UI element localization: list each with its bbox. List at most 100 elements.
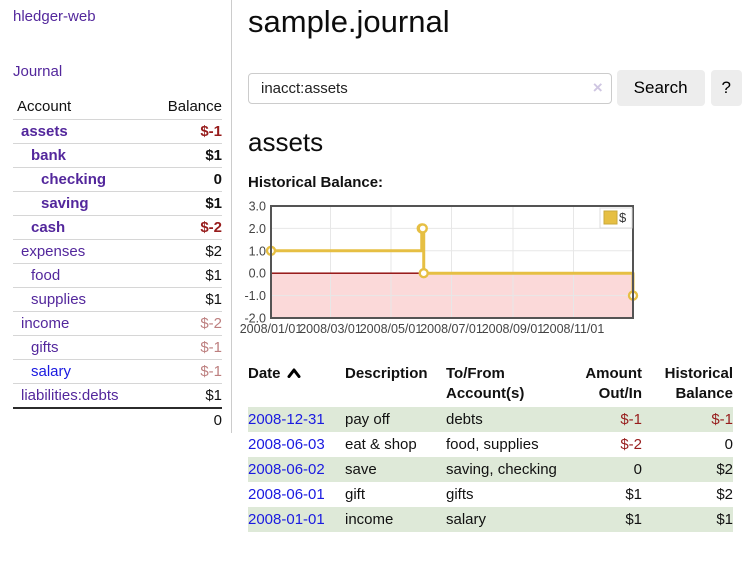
transaction-row: 2008-06-01 gift gifts $1 $2 <box>248 482 733 507</box>
x-tick-label: 2008/03/01 <box>299 322 362 336</box>
register-col-amount: Amount Out/In <box>558 364 642 407</box>
account-row: bank $1 <box>13 143 222 168</box>
transaction-date-link[interactable]: 2008-12-31 <box>248 411 325 428</box>
register-col-label: Date <box>248 365 281 382</box>
plot-border <box>270 205 634 319</box>
transaction-balance: 0 <box>724 436 733 453</box>
register-col-label-2: Account(s) <box>446 385 525 402</box>
y-tick-label: -2.0 <box>244 312 266 326</box>
account-row: expenses $2 <box>13 239 222 264</box>
search-input[interactable] <box>248 72 612 104</box>
register-col-historical: Historical Balance <box>642 364 733 407</box>
legend-swatch-icon <box>603 210 618 225</box>
account-link[interactable]: saving <box>41 195 89 212</box>
account-balance: $2 <box>147 239 222 264</box>
transaction-date-link[interactable]: 2008-06-03 <box>248 436 325 453</box>
transaction-balance: $2 <box>716 461 733 478</box>
app-title-link[interactable]: hledger-web <box>13 8 96 25</box>
transaction-accounts: saving, checking <box>446 461 557 478</box>
x-tick-label: 2008/01/01 <box>240 322 303 336</box>
transaction-amount: $1 <box>625 486 642 503</box>
chart-title: Historical Balance: <box>248 174 384 191</box>
account-balance: $1 <box>147 143 222 168</box>
legend-label: $ <box>619 210 627 225</box>
y-tick-label: -1.0 <box>244 289 266 303</box>
accounts-table: Account Balance assets $-1 bank $1 checking 0… <box>13 96 222 432</box>
account-balance: $1 <box>147 287 222 312</box>
transaction-date-link[interactable]: 2008-06-01 <box>248 486 325 503</box>
sidebar: hledger-web Journal Account Balance asse… <box>0 0 232 433</box>
account-link[interactable]: cash <box>31 219 66 236</box>
accounts-total-value: 0 <box>147 407 222 432</box>
account-link[interactable]: assets <box>21 123 68 140</box>
data-point[interactable] <box>418 267 429 279</box>
y-tick-label: 3.0 <box>249 200 266 214</box>
transaction-description: pay off <box>345 411 390 428</box>
historical-balance-chart[interactable]: $3.0 2.0 1.0 0.0 -1.0 -2.02008/01/012008/03/0… <box>240 200 742 338</box>
account-link[interactable]: food <box>31 267 61 284</box>
account-row: cash $-2 <box>13 215 222 240</box>
account-link[interactable]: checking <box>41 171 107 188</box>
account-balance: $-1 <box>147 335 222 360</box>
account-balance: $-1 <box>147 359 222 384</box>
y-tick-label: 2.0 <box>249 222 266 236</box>
search-button[interactable]: Search <box>616 70 705 106</box>
account-link[interactable]: gifts <box>31 339 59 356</box>
account-link[interactable]: liabilities:debts <box>21 387 119 404</box>
transaction-date-link[interactable]: 2008-01-01 <box>248 511 325 528</box>
search-box: × <box>248 72 612 104</box>
account-balance: $1 <box>147 191 222 216</box>
transaction-description: income <box>345 511 394 528</box>
account-row: income $-2 <box>13 311 222 336</box>
accounts-header-account: Account <box>17 98 72 115</box>
main-content: sample.journal × Search ? assets Histori… <box>240 0 742 532</box>
register-col-label-2: Out/In <box>598 385 642 402</box>
sidebar-item-journal[interactable]: Journal <box>13 63 63 80</box>
transaction-row: 2008-06-03 eat & shop food, supplies $-2 0 <box>248 432 733 457</box>
transaction-row: 2008-01-01 income salary $1 $1 <box>248 507 733 532</box>
account-row: supplies $1 <box>13 287 222 312</box>
account-link[interactable]: salary <box>31 363 72 380</box>
clear-search-icon[interactable]: × <box>592 77 603 97</box>
register-col-label: To/From <box>446 365 505 382</box>
page-title: sample.journal <box>248 4 450 39</box>
transaction-accounts: gifts <box>446 486 474 503</box>
data-point[interactable] <box>417 223 428 234</box>
account-balance: $1 <box>147 263 222 288</box>
account-link[interactable]: bank <box>31 147 67 164</box>
x-tick-label: 2008/11/01 <box>543 322 605 336</box>
account-row: salary $-1 <box>13 359 222 384</box>
register-col-to-from: To/From Account(s) <box>446 364 558 407</box>
accounts-header-balance: Balance <box>167 98 222 115</box>
account-link[interactable]: income <box>21 315 70 332</box>
account-link[interactable]: expenses <box>21 243 86 260</box>
register-col-label: Historical <box>664 365 733 382</box>
transaction-row: 2008-12-31 pay off debts $-1 $-1 <box>248 407 733 432</box>
account-row: gifts $-1 <box>13 335 222 360</box>
transaction-description: eat & shop <box>345 436 417 453</box>
transaction-description: save <box>345 461 377 478</box>
accounts-total-row: 0 <box>13 407 222 432</box>
y-tick-label: 1.0 <box>249 244 266 258</box>
transaction-row: 2008-06-02 save saving, checking 0 $2 <box>248 457 733 482</box>
x-tick-label: 2008/05/01 <box>360 322 423 336</box>
transaction-amount: $-2 <box>620 436 642 453</box>
account-balance: $-2 <box>147 311 222 336</box>
transaction-date-link[interactable]: 2008-06-02 <box>248 461 325 478</box>
register-col-date[interactable]: Date <box>248 364 345 407</box>
accounts-total-spacer <box>13 407 148 432</box>
account-row: checking 0 <box>13 167 222 192</box>
transaction-accounts: salary <box>446 511 487 528</box>
account-balance: $-1 <box>147 119 222 144</box>
account-link[interactable]: supplies <box>31 291 87 308</box>
account-row: assets $-1 <box>13 119 222 144</box>
transaction-balance: $-1 <box>711 411 733 428</box>
account-balance: $-2 <box>147 215 222 240</box>
transaction-accounts: food, supplies <box>446 436 539 453</box>
x-tick-label: 2008/07/01 <box>420 322 483 336</box>
transaction-balance: $2 <box>716 486 733 503</box>
register-table: Date Description To/From Account(s) Amount Ou… <box>248 364 733 532</box>
transaction-accounts: debts <box>446 411 483 428</box>
help-button[interactable]: ? <box>710 70 742 106</box>
account-balance: $1 <box>147 383 222 408</box>
